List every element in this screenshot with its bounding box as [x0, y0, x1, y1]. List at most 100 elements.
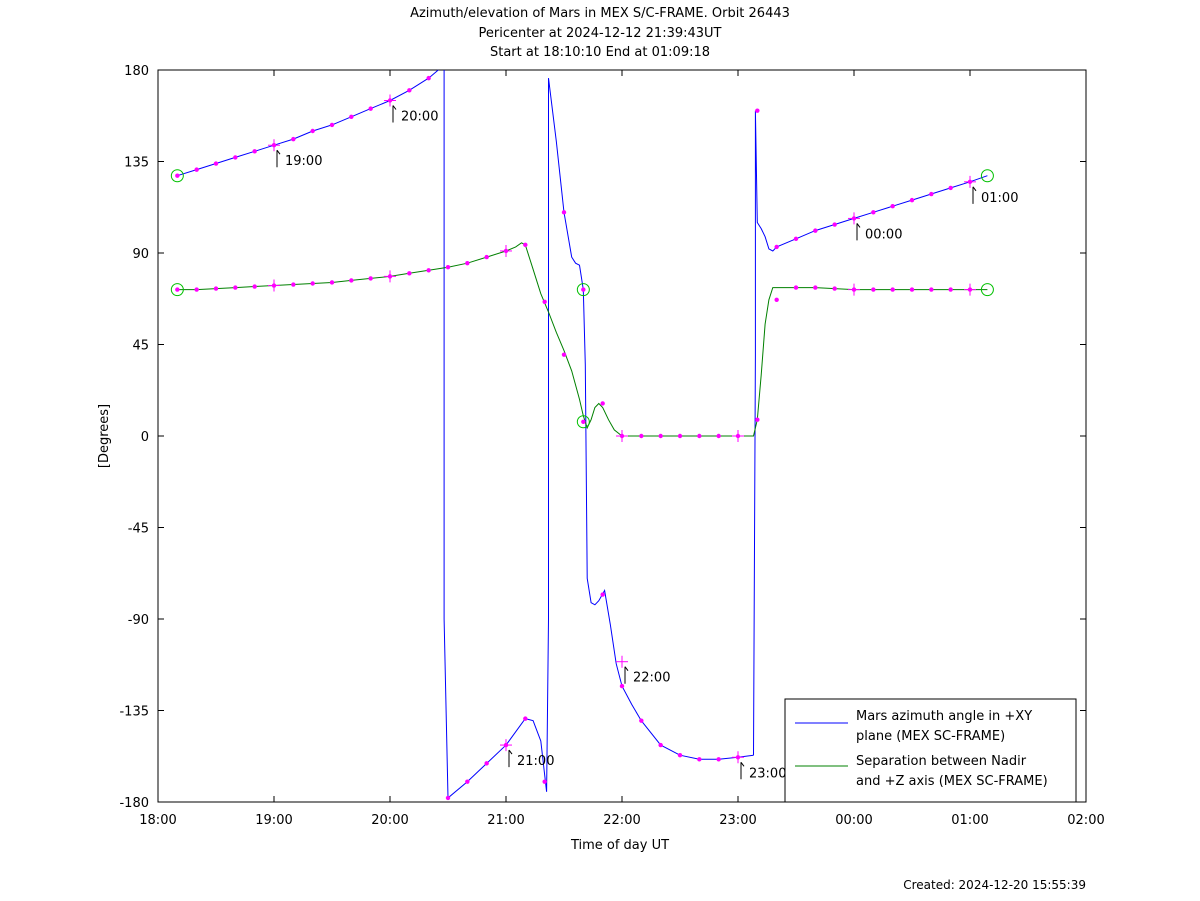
endpoint-circle-azimuth: [576, 283, 590, 297]
data-point-azimuth: [368, 106, 373, 111]
data-point-separation: [194, 287, 199, 292]
data-point-separation: [774, 297, 779, 302]
data-point-azimuth: [581, 287, 586, 292]
data-point-separation: [465, 260, 470, 266]
x-tick-label: 18:00: [139, 813, 176, 828]
data-point-separation: [175, 287, 180, 292]
data-point-separation: [948, 287, 953, 292]
data-point-separation: [523, 242, 528, 248]
data-point-separation: [658, 433, 663, 439]
data-point-azimuth: [716, 757, 721, 762]
data-point-separation: [233, 285, 238, 290]
y-tick-label: 45: [132, 339, 149, 354]
legend: Mars azimuth angle in +XY plane (MEX SC-…: [784, 698, 1077, 803]
hour-annotation-label: 22:00: [633, 671, 670, 686]
endpoint-circle-separation: [170, 283, 184, 297]
data-point-separation: [291, 282, 296, 287]
data-point-azimuth: [252, 149, 257, 154]
marker-layer: 19:00 20:00 21:00 22:00 23:00 00:00 01:00: [170, 75, 1018, 801]
y-tick-label: 135: [124, 156, 149, 171]
data-point-separation: [755, 417, 760, 422]
series-line-azimuth: [753, 110, 988, 756]
data-point-separation: [793, 285, 799, 290]
title-line-3: Start at 18:10:10 End at 01:09:18: [490, 45, 710, 60]
data-point-azimuth: [426, 75, 431, 81]
data-point-separation: [349, 278, 354, 283]
x-tick-label: 01:00: [951, 813, 988, 828]
data-point-separation: [561, 352, 567, 357]
hour-annotation-arrow: [856, 223, 861, 228]
hour-annotation-label: 23:00: [749, 766, 786, 781]
data-point-separation: [542, 299, 547, 304]
data-point-separation: [213, 286, 219, 291]
data-point-azimuth: [542, 779, 547, 784]
hour-annotation-label: 00:00: [865, 227, 902, 242]
data-point-azimuth: [774, 244, 779, 250]
data-point-azimuth: [349, 114, 354, 119]
x-axis-label: Time of day UT: [570, 838, 669, 853]
data-point-separation: [929, 287, 934, 292]
legend-label-azimuth-line-1: Mars azimuth angle in +XY: [856, 709, 1032, 724]
data-point-separation: [677, 433, 683, 439]
data-point-separation: [639, 433, 644, 439]
data-point-separation: [600, 401, 605, 406]
data-point-separation: [697, 433, 702, 439]
title-line-2: Pericenter at 2024-12-12 21:39:43UT: [478, 26, 721, 41]
data-point-separation: [909, 287, 915, 292]
x-tick-label: 02:00: [1067, 813, 1104, 828]
data-point-azimuth: [213, 161, 219, 166]
hour-annotation-arrow: [392, 105, 397, 110]
data-point-azimuth: [445, 795, 451, 801]
chart-title: Azimuth/elevation of Mars in MEX S/C-FRA…: [410, 6, 790, 60]
legend-label-azimuth-line-2: plane (MEX SC-FRAME): [856, 729, 1005, 744]
hour-annotation-arrow: [972, 186, 977, 192]
data-point-separation: [813, 285, 818, 290]
data-point-azimuth: [832, 222, 837, 227]
hour-annotation-label: 19:00: [285, 154, 322, 169]
data-point-azimuth: [871, 210, 876, 215]
y-tick-label: -135: [119, 705, 149, 720]
hour-annotation-label: 21:00: [517, 754, 554, 769]
endpoint-circle-azimuth: [980, 169, 994, 183]
series-layer: [177, 69, 988, 799]
data-point-azimuth: [619, 683, 625, 689]
y-axis: 180 135 90 45 0 -45 -90 -135 -180: [119, 64, 1086, 811]
data-point-azimuth: [677, 753, 683, 758]
data-point-separation: [832, 286, 837, 291]
data-point-separation: [716, 433, 721, 439]
data-point-separation: [871, 287, 876, 292]
legend-label-separation-line-1: Separation between Nadir: [856, 754, 1027, 769]
legend-label-separation-line-2: and +Z axis (MEX SC-FRAME): [856, 774, 1048, 789]
hour-annotation-label: 20:00: [401, 110, 438, 125]
y-tick-label: -90: [128, 613, 149, 628]
data-point-separation: [581, 419, 586, 424]
data-point-azimuth: [658, 742, 663, 748]
x-tick-label: 00:00: [835, 813, 872, 828]
data-point-azimuth: [697, 757, 702, 762]
hour-annotation-arrow: [276, 149, 281, 155]
data-point-azimuth: [291, 136, 296, 142]
data-point-azimuth: [465, 779, 470, 784]
hour-annotation-label: 01:00: [981, 191, 1018, 206]
title-line-1: Azimuth/elevation of Mars in MEX S/C-FRA…: [410, 6, 790, 21]
data-point-azimuth: [639, 718, 644, 723]
hour-annotation-arrow: [508, 749, 513, 755]
data-point-azimuth: [890, 204, 895, 209]
data-point-separation: [426, 268, 431, 273]
y-tick-label: 90: [132, 247, 149, 262]
y-axis-label: [Degrees]: [97, 404, 112, 468]
y-tick-label: -180: [119, 796, 149, 811]
endpoint-circle-separation: [980, 283, 994, 297]
series-line-azimuth: [443, 70, 549, 799]
data-point-separation: [329, 280, 335, 285]
endpoint-circle-azimuth: [170, 169, 184, 183]
x-tick-label: 20:00: [371, 813, 408, 828]
hour-annotation-arrow: [740, 761, 745, 767]
x-tick-label: 21:00: [487, 813, 524, 828]
data-point-separation: [407, 271, 412, 276]
x-tick-label: 23:00: [719, 813, 756, 828]
data-point-separation: [310, 281, 315, 286]
x-axis: 18:00 19:00 20:00 21:00 22:00 23:00 00:00 01:00…: [139, 70, 1105, 828]
data-point-azimuth: [909, 197, 915, 203]
data-point-azimuth: [407, 88, 412, 93]
